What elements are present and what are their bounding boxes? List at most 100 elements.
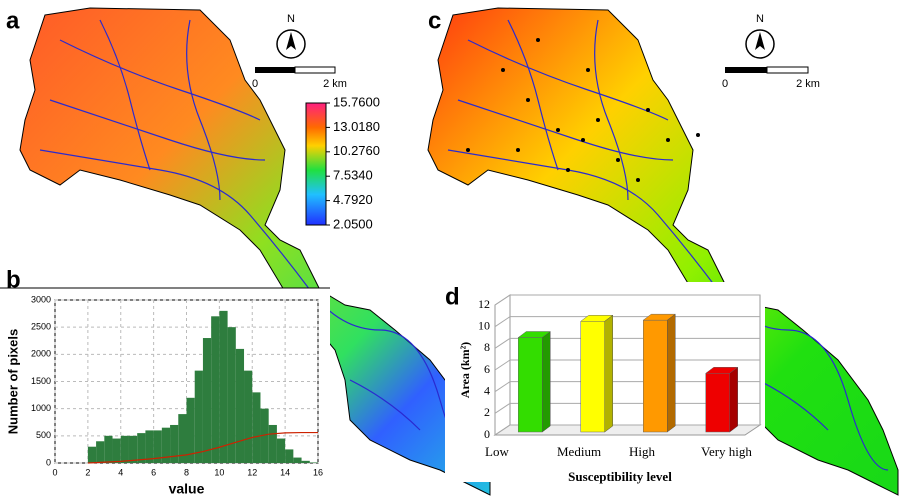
north-arrow — [725, 29, 809, 74]
bar — [518, 337, 543, 433]
bar-shade — [604, 315, 613, 432]
bar — [643, 319, 668, 433]
scale-label: 0 — [252, 78, 258, 90]
histogram-bar — [137, 433, 146, 463]
colorbar-label: 13.0180 — [333, 119, 380, 134]
x-tick-label: 8 — [184, 467, 189, 477]
histogram-bar — [293, 457, 302, 463]
panel-label: d — [445, 283, 460, 310]
y-tick-label: 0 — [46, 457, 51, 467]
histogram-bar — [211, 316, 220, 463]
y-tick-label: 1500 — [31, 376, 51, 386]
bar — [705, 373, 730, 433]
x-axis-label: Susceptibility level — [568, 469, 672, 484]
y-tick-label: 2000 — [31, 349, 51, 359]
histogram-bar — [153, 430, 162, 463]
cumulative-line — [87, 431, 318, 464]
x-tick-label: 6 — [151, 467, 156, 477]
colorbar-label: 10.2760 — [333, 143, 380, 158]
colorbar-label: 7.5340 — [333, 168, 373, 183]
y-axis-label: Number of pixels — [5, 329, 20, 434]
y-axis-label: Area (km²) — [458, 342, 472, 398]
scale-label: 2 km — [323, 78, 347, 90]
bar-shade — [667, 314, 676, 432]
grid-line — [494, 381, 760, 393]
scale-label: 0 — [722, 78, 728, 90]
y-tick-label: 1000 — [31, 403, 51, 413]
histogram-bar — [120, 435, 129, 463]
x-tick-label: 0 — [52, 467, 57, 477]
x-tick-label: 10 — [214, 467, 224, 477]
grid-line — [494, 359, 760, 371]
bar-side — [667, 313, 676, 433]
grid-line — [494, 424, 760, 436]
north-label: N — [287, 13, 295, 25]
colorbar-label: 15.7600 — [333, 94, 380, 109]
histogram-bar — [276, 438, 286, 463]
histogram-bar — [104, 435, 113, 463]
x-tick-label: 14 — [280, 467, 290, 477]
x-tick-label: High — [629, 444, 656, 459]
y-tick-label: 6 — [484, 362, 490, 376]
map-c — [427, 7, 899, 496]
y-tick-label: 2500 — [31, 322, 51, 332]
histogram-bar — [268, 424, 277, 463]
scale-label: 2 km — [796, 78, 820, 90]
colorbar-label: 2.0500 — [333, 216, 373, 231]
bar-shade — [729, 367, 738, 432]
bar-side — [729, 366, 738, 433]
x-tick-label: Very high — [701, 444, 752, 459]
panel-label: c — [428, 7, 441, 34]
x-tick-label: 12 — [247, 467, 257, 477]
histogram-bar — [244, 370, 253, 463]
panel-label: b — [6, 266, 21, 293]
bar-shade — [542, 331, 551, 432]
grid-line — [494, 316, 760, 328]
y-tick-label: 10 — [478, 318, 490, 332]
histogram-bar — [260, 408, 269, 463]
y-tick-label: 4 — [484, 383, 490, 397]
histogram-bar — [285, 449, 294, 463]
y-tick-label: 12 — [478, 297, 490, 311]
grid-line — [494, 337, 760, 349]
bar — [580, 321, 605, 433]
histogram-bar — [128, 435, 138, 463]
histogram-bar — [96, 441, 105, 463]
histogram-bar — [87, 446, 97, 463]
bar-side — [604, 314, 613, 433]
histogram-bar — [219, 310, 228, 463]
histogram-bar — [235, 348, 245, 463]
x-tick-label: Medium — [557, 444, 601, 459]
north-label: N — [756, 13, 764, 25]
grid-line — [494, 402, 760, 414]
histogram-bar — [170, 424, 179, 463]
histogram-bar — [194, 370, 203, 463]
grid-line — [494, 294, 760, 306]
histogram-bar — [145, 430, 154, 463]
x-axis-label: value — [169, 481, 205, 497]
x-tick-label: 4 — [118, 467, 123, 477]
y-tick-label: 3000 — [31, 294, 51, 304]
y-tick-label: 8 — [484, 340, 490, 354]
bar-side — [542, 331, 551, 433]
x-tick-label: Low — [485, 444, 509, 459]
x-tick-label: 16 — [313, 467, 323, 477]
colorbar — [305, 102, 327, 226]
histogram-bar — [161, 427, 171, 463]
north-arrow — [255, 29, 336, 74]
histogram-bar — [301, 460, 310, 463]
histogram-bar — [178, 414, 187, 463]
histogram-bar — [112, 438, 121, 463]
histogram-bar — [202, 338, 212, 463]
histogram-bar — [252, 392, 261, 463]
colorbar-label: 4.7920 — [333, 192, 373, 207]
y-tick-label: 0 — [484, 427, 490, 441]
y-tick-label: 500 — [36, 430, 51, 440]
x-tick-label: 2 — [85, 467, 90, 477]
histogram-bar — [186, 397, 195, 463]
histogram-bar — [309, 462, 318, 463]
y-tick-label: 2 — [484, 405, 490, 419]
panel-label: a — [6, 7, 20, 34]
histogram-bar — [227, 327, 236, 463]
